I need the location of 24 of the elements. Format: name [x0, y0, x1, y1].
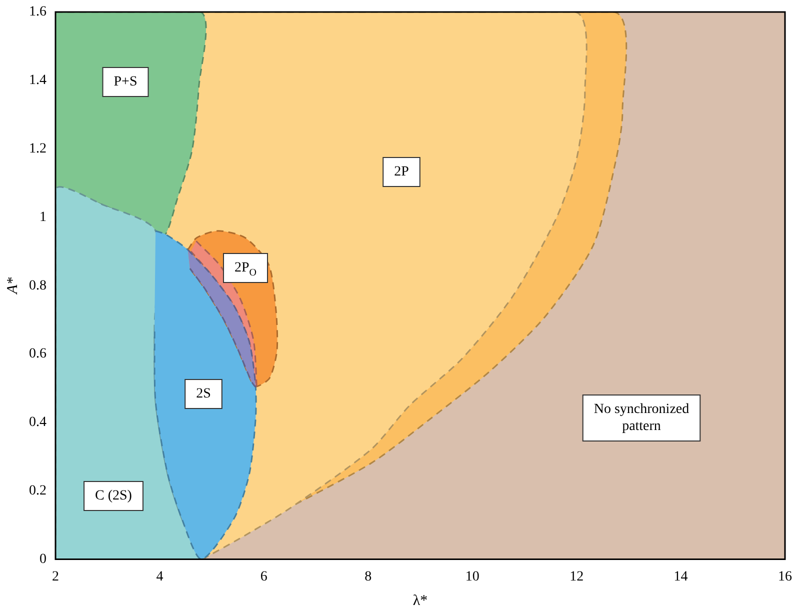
- x-tick-label: 4: [156, 569, 164, 584]
- x-tick-label: 10: [465, 569, 480, 584]
- x-axis-title: λ*: [412, 592, 428, 609]
- y-tick-label: 0.2: [29, 483, 46, 498]
- y-tick-label: 1: [40, 210, 46, 225]
- y-axis-title: A*: [4, 276, 21, 295]
- y-tick-label: 0.4: [29, 415, 46, 430]
- series-label: 2S: [196, 386, 211, 402]
- y-tick-label: 0.8: [29, 278, 46, 294]
- series-label: C (2S): [95, 488, 132, 504]
- x-tick-label: 2: [52, 569, 59, 584]
- x-tick-label: 14: [674, 569, 688, 584]
- x-tick-label: 16: [778, 569, 792, 584]
- y-tick-label: 1.4: [29, 73, 46, 88]
- band-label: No synchronized pattern: [594, 402, 690, 434]
- x-tick-label: 6: [260, 569, 268, 584]
- y-tick-label: 1.6: [29, 4, 46, 20]
- series-label: P+S: [114, 74, 138, 90]
- y-tick-label: 1.2: [29, 141, 46, 156]
- series-label: 2P: [394, 164, 410, 180]
- x-tick-label: 12: [570, 569, 584, 584]
- y-tick-label: 0: [40, 552, 46, 567]
- y-tick-label: 0.6: [29, 346, 46, 362]
- x-tick-label: 8: [364, 569, 372, 584]
